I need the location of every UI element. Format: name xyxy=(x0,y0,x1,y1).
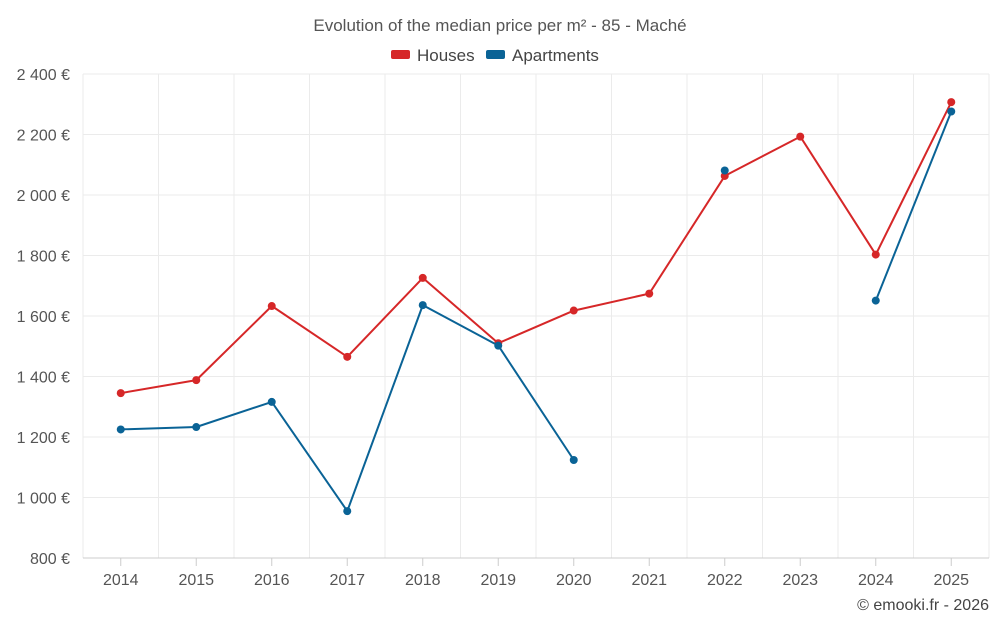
legend: Houses Apartments xyxy=(391,46,599,65)
legend-label-houses: Houses xyxy=(417,46,475,65)
x-tick-label: 2014 xyxy=(103,572,139,589)
legend-item-apartments[interactable]: Apartments xyxy=(486,46,599,65)
x-tick-label: 2022 xyxy=(707,572,743,589)
data-point-apartments[interactable] xyxy=(192,423,201,432)
data-point-houses[interactable] xyxy=(418,273,427,282)
chart-title: Evolution of the median price per m² - 8… xyxy=(313,16,686,35)
x-tick-label: 2017 xyxy=(329,572,365,589)
legend-item-houses[interactable]: Houses xyxy=(391,46,475,65)
data-point-houses[interactable] xyxy=(267,302,276,311)
series-line-apartments xyxy=(120,304,575,513)
y-tick-label: 2 200 € xyxy=(17,128,70,145)
y-tick-label: 1 200 € xyxy=(17,430,70,447)
data-point-houses[interactable] xyxy=(192,376,201,385)
y-tick-label: 2 400 € xyxy=(17,67,70,84)
y-tick-label: 1 400 € xyxy=(17,370,70,387)
grid xyxy=(82,73,990,558)
data-point-apartments[interactable] xyxy=(871,296,880,305)
legend-label-apartments: Apartments xyxy=(512,46,599,65)
data-point-apartments[interactable] xyxy=(569,455,578,464)
legend-swatch-houses xyxy=(391,50,410,59)
x-tick-label: 2020 xyxy=(556,572,592,589)
plot-area xyxy=(116,98,956,516)
data-point-apartments[interactable] xyxy=(947,107,956,116)
data-point-houses[interactable] xyxy=(947,98,956,107)
data-point-houses[interactable] xyxy=(116,389,125,398)
x-tick-label: 2018 xyxy=(405,572,441,589)
y-tick-label: 1 000 € xyxy=(17,491,70,508)
data-point-apartments[interactable] xyxy=(116,425,125,434)
data-point-houses[interactable] xyxy=(645,289,654,298)
x-tick-label: 2025 xyxy=(933,572,969,589)
data-point-apartments[interactable] xyxy=(267,397,276,406)
x-tick-label: 2024 xyxy=(858,572,894,589)
series-line-houses xyxy=(120,101,953,395)
data-point-apartments[interactable] xyxy=(343,507,352,516)
legend-swatch-apartments xyxy=(486,50,505,59)
series-apartments xyxy=(116,107,956,516)
x-tick-label: 2019 xyxy=(480,572,516,589)
data-point-houses[interactable] xyxy=(871,250,880,259)
data-point-apartments[interactable] xyxy=(494,341,503,350)
x-tick-label: 2023 xyxy=(782,572,818,589)
x-tick-label: 2015 xyxy=(178,572,214,589)
y-tick-label: 1 800 € xyxy=(17,249,70,266)
data-point-houses[interactable] xyxy=(796,132,805,141)
axes: 800 € 1 000 € 1 200 € 1 400 € 1 600 € 1 800 €… xyxy=(17,67,989,589)
y-tick-label: 1 600 € xyxy=(17,309,70,326)
x-tick-label: 2021 xyxy=(631,572,667,589)
data-point-houses[interactable] xyxy=(343,352,352,361)
data-point-houses[interactable] xyxy=(569,306,578,315)
y-tick-label: 2 000 € xyxy=(17,188,70,205)
data-point-apartments[interactable] xyxy=(418,301,427,310)
x-tick-label: 2016 xyxy=(254,572,290,589)
data-point-apartments[interactable] xyxy=(720,166,729,175)
credit-text: © emooki.fr - 2026 xyxy=(857,597,989,614)
y-tick-label: 800 € xyxy=(30,551,70,568)
series-line-apartments xyxy=(874,111,953,301)
